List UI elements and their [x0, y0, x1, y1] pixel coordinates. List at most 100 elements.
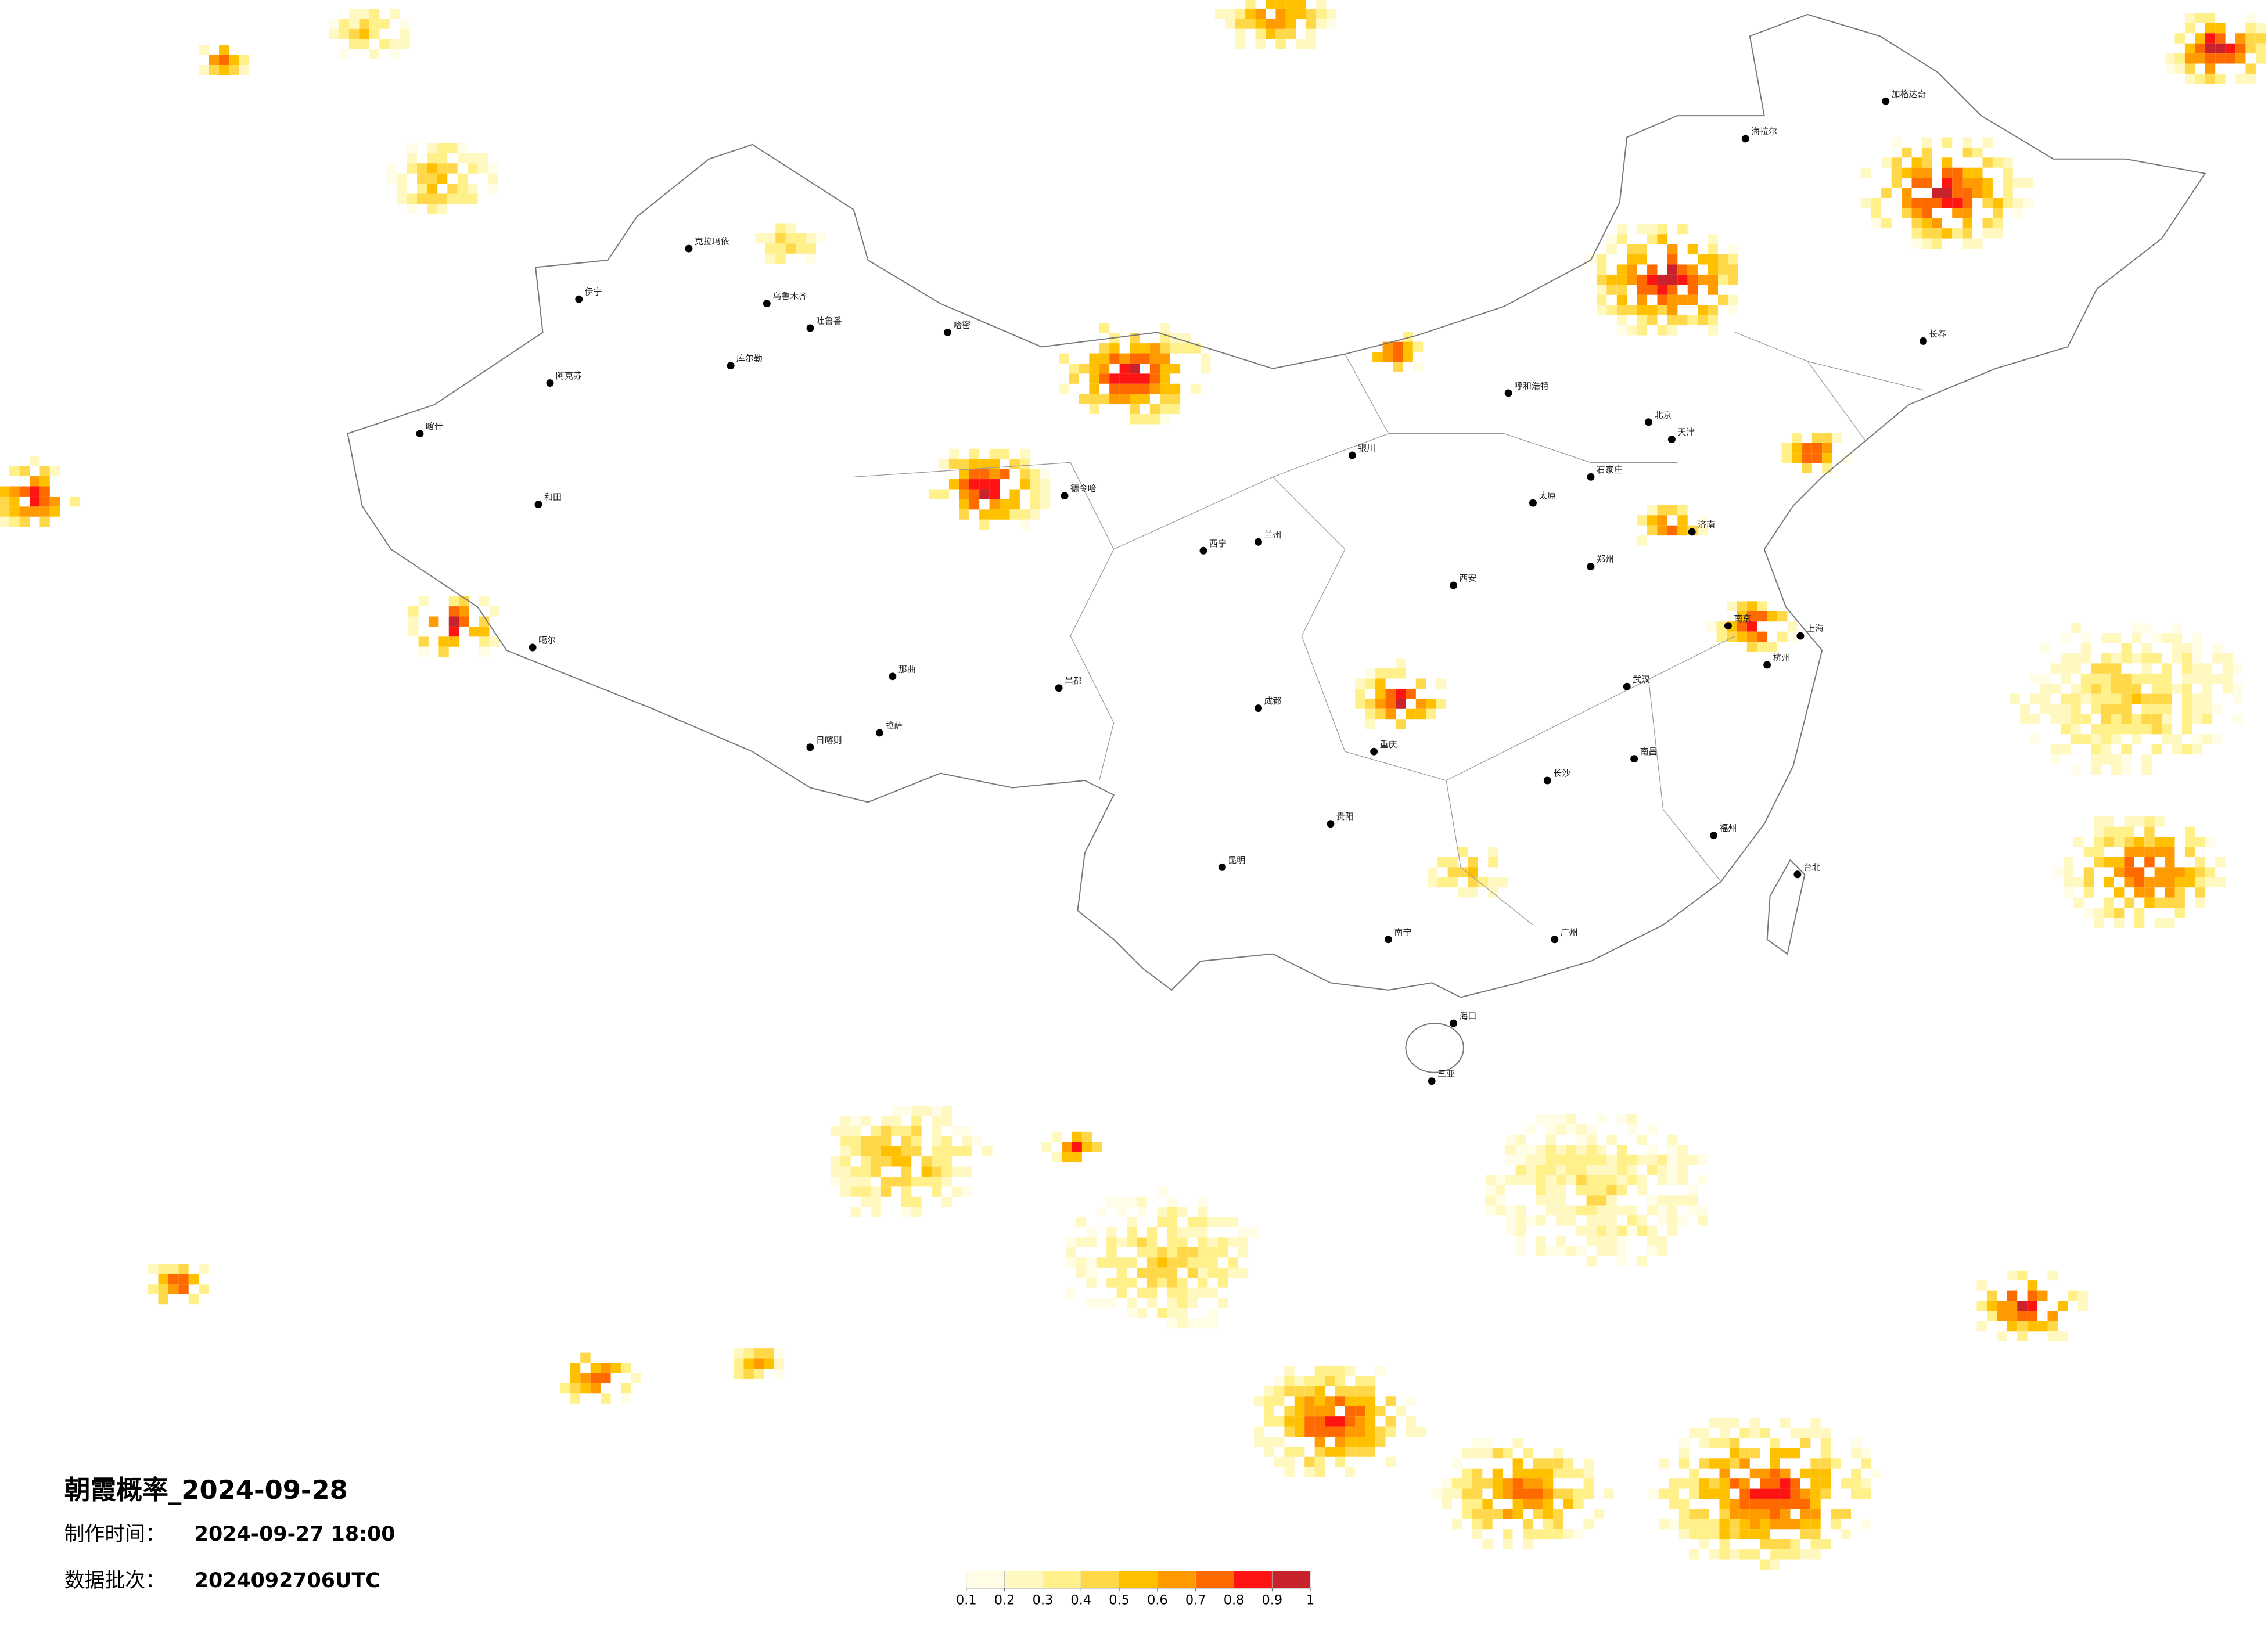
field-cell [1647, 505, 1658, 516]
field-cell [468, 193, 478, 204]
field-cell [1616, 264, 1627, 275]
field-cell [1780, 1498, 1791, 1509]
field-cell [830, 1176, 841, 1187]
city-dot [1543, 776, 1551, 785]
field-cell [1157, 1308, 1167, 1318]
field-cell [2104, 826, 2114, 837]
field-cell [2165, 837, 2175, 847]
field-cell [1770, 1468, 1781, 1479]
field-cell [1689, 1478, 1699, 1489]
field-cell [339, 19, 350, 29]
field-cell [1492, 1509, 1503, 1519]
field-cell [1314, 1447, 1325, 1457]
field-cell [979, 489, 990, 499]
field-cell [1447, 857, 1458, 868]
field-cell [2141, 623, 2152, 634]
field-cell [1669, 1519, 1679, 1530]
field-cell [2212, 673, 2223, 684]
field-cell [1729, 1509, 1740, 1519]
field-cell [2162, 663, 2172, 674]
field-cell [1921, 218, 1932, 229]
city-label: 长春 [1929, 329, 1946, 339]
field-cell [989, 499, 1000, 510]
field-cell [2141, 704, 2152, 714]
field-cell [389, 39, 400, 49]
field-cell [1365, 1416, 1376, 1427]
field-cell [743, 1348, 754, 1359]
city-dot [1428, 1077, 1436, 1085]
field-cell [1647, 285, 1658, 295]
field-cell [2053, 867, 2064, 877]
field-cell [2165, 897, 2175, 908]
field-cell [1170, 363, 1181, 374]
field-cell [1586, 1256, 1597, 1267]
colorbar-segment [966, 1571, 1005, 1589]
field-cell [1563, 1498, 1574, 1509]
field-cell [743, 1368, 754, 1379]
field-cell [1523, 1468, 1533, 1479]
field-cell [1160, 373, 1170, 384]
field-cell [1284, 1426, 1295, 1437]
field-cell [1861, 167, 1871, 178]
field-cell [1415, 708, 1426, 720]
field-cell [1523, 1498, 1533, 1509]
field-cell [1749, 1519, 1760, 1530]
field-cell [2060, 704, 2071, 714]
field-cell [1375, 1426, 1386, 1437]
city-label: 和田 [544, 492, 562, 502]
field-cell [1822, 433, 1832, 443]
field-cell [1170, 343, 1181, 354]
field-cell [1881, 218, 1892, 229]
field-cell [2165, 867, 2175, 877]
field-cell [39, 496, 50, 507]
field-cell [1647, 1145, 1658, 1155]
field-cell [1667, 305, 1678, 315]
field-cell [1982, 228, 1993, 239]
field-cell [1296, 39, 1306, 49]
field-cell [2114, 857, 2125, 868]
field-cell [1790, 1498, 1800, 1509]
field-cell [1777, 631, 1788, 642]
field-cell [178, 1264, 189, 1274]
field-cell [1170, 383, 1181, 394]
field-cell [1385, 1396, 1396, 1406]
field-cell [2225, 43, 2236, 54]
field-cell [1921, 167, 1932, 178]
field-cell [1140, 383, 1150, 394]
field-cell [1800, 1509, 1811, 1519]
field-cell [2195, 13, 2205, 23]
field-cell [1962, 218, 1973, 229]
field-cell [1482, 1539, 1493, 1550]
field-cell [1167, 1247, 1178, 1258]
field-cell [1689, 1488, 1699, 1499]
field-cell [590, 1363, 601, 1373]
field-cell [1850, 1438, 1861, 1448]
field-cell [2172, 623, 2182, 634]
field-cell [349, 28, 360, 39]
field-cell [1770, 1549, 1781, 1560]
field-cell [339, 28, 350, 39]
field-cell [1669, 1488, 1679, 1499]
field-cell [1167, 1287, 1178, 1298]
field-cell [1604, 1488, 1614, 1499]
field-cell [1606, 274, 1617, 285]
city-label: 重庆 [1380, 739, 1397, 750]
field-cell [1997, 1301, 2007, 1311]
field-cell [1698, 1154, 1708, 1165]
field-cell [1932, 188, 1942, 198]
field-cell [1850, 1468, 1861, 1479]
field-cell [2111, 724, 2122, 735]
field-cell [1678, 1519, 1690, 1530]
field-cell [2195, 897, 2205, 908]
field-cell [1647, 224, 1658, 235]
field-cell [2151, 653, 2162, 664]
field-cell [1235, 19, 1246, 29]
colorbar-tick-label: 0.7 [1185, 1593, 1206, 1608]
field-cell [1760, 1478, 1770, 1489]
field-cell [1086, 1278, 1097, 1288]
field-cell [1811, 433, 1823, 443]
city-label: 武汉 [1633, 674, 1650, 685]
city-label: 那曲 [898, 664, 916, 674]
field-cell [1089, 394, 1099, 404]
field-cell [1482, 1498, 1493, 1509]
